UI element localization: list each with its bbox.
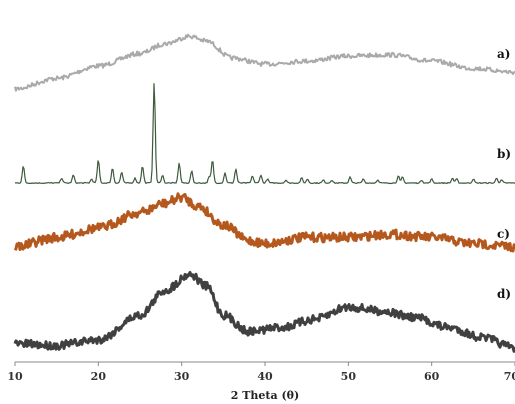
series-line-a <box>14 33 515 92</box>
curve-label-a: a) <box>497 47 510 61</box>
curve-label-b: b) <box>497 147 511 161</box>
x-tick-label-50: 50 <box>341 370 357 383</box>
x-tick-label-20: 20 <box>91 370 107 383</box>
x-axis-title: 2 Theta (θ) <box>231 389 299 402</box>
x-tick-label-60: 60 <box>424 370 440 383</box>
series-line-c <box>13 192 515 253</box>
series-line-d <box>13 270 515 353</box>
curve-label-c: c) <box>497 227 510 241</box>
x-tick-label-30: 30 <box>174 370 190 383</box>
x-tick-label-10: 10 <box>7 370 23 383</box>
curve-labels: a) b) c) d) <box>497 47 511 301</box>
x-tick-label-40: 40 <box>257 370 273 383</box>
x-axis: 10 20 30 40 50 60 70 <box>7 361 515 383</box>
series-layer <box>13 33 515 353</box>
curve-label-d: d) <box>497 287 511 301</box>
x-tick-label-70: 70 <box>504 370 515 383</box>
series-line-b <box>15 83 515 185</box>
